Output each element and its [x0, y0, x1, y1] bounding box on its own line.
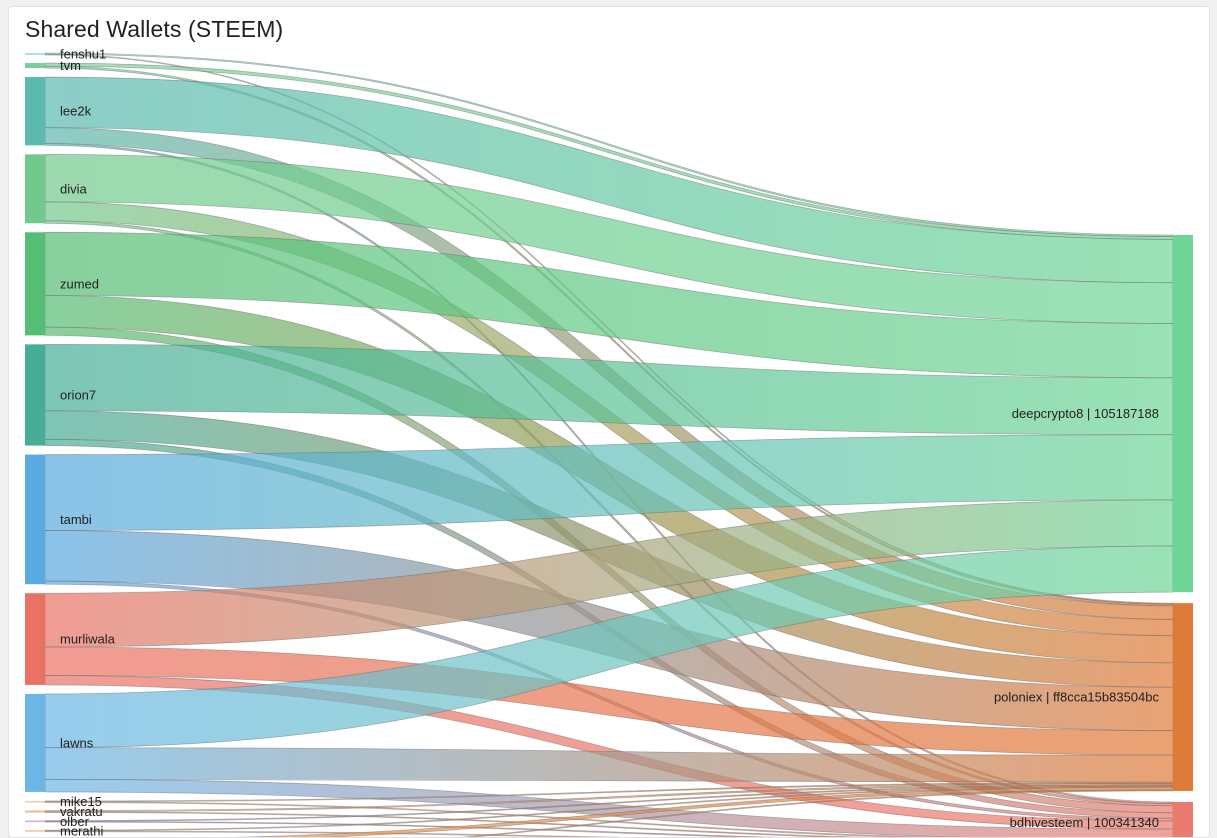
node-fenshu1[interactable]: [25, 53, 45, 55]
node-label-orion7: orion7: [60, 387, 96, 402]
link-lawns-poloniex[interactable]: [44, 747, 1174, 783]
node-bdhivesteem[interactable]: [1173, 801, 1193, 837]
chart-card: Shared Wallets (STEEM) fenshu1 tvm lee2k di…: [8, 6, 1210, 838]
node-label-bdhivesteem: bdhivesteem | 100341340: [1010, 815, 1159, 830]
links-layer: [44, 52, 1174, 837]
node-mike15[interactable]: [25, 800, 45, 803]
node-murliwala[interactable]: [25, 593, 45, 685]
node-label-fenshu1: fenshu1: [60, 47, 106, 62]
node-label-olber: olber: [60, 814, 90, 829]
node-lawns[interactable]: [25, 693, 45, 792]
node-lee2k[interactable]: [25, 77, 45, 146]
node-zumed[interactable]: [25, 232, 45, 336]
node-label-lee2k: lee2k: [60, 104, 92, 119]
node-deepcrypto8[interactable]: [1173, 235, 1193, 593]
node-tambi[interactable]: [25, 454, 45, 585]
node-poloniex[interactable]: [1173, 603, 1193, 791]
nodes-layer: [25, 53, 1193, 837]
node-label-poloniex: poloniex | ff8cca15b83504bc: [994, 690, 1160, 705]
page-title: Shared Wallets (STEEM): [25, 16, 284, 42]
node-label-deepcrypto8: deepcrypto8 | 105187188: [1012, 406, 1159, 421]
node-label-tvm: tvm: [60, 58, 81, 73]
node-divia[interactable]: [25, 154, 45, 224]
node-label-binance-hot2: binance-hot2: [60, 835, 135, 837]
node-label-divia: divia: [60, 181, 88, 196]
node-tvm[interactable]: [25, 63, 45, 69]
node-label-murliwala: murliwala: [60, 632, 116, 647]
node-label-mike15: mike15: [60, 794, 102, 809]
node-label-lawns: lawns: [60, 735, 94, 750]
node-label-vakratu: vakratu: [60, 804, 103, 819]
node-orion7[interactable]: [25, 344, 45, 446]
node-label-zumed: zumed: [60, 276, 99, 291]
node-vakratu[interactable]: [25, 810, 45, 813]
node-olber[interactable]: [25, 820, 45, 823]
node-label-tambi: tambi: [60, 512, 92, 527]
